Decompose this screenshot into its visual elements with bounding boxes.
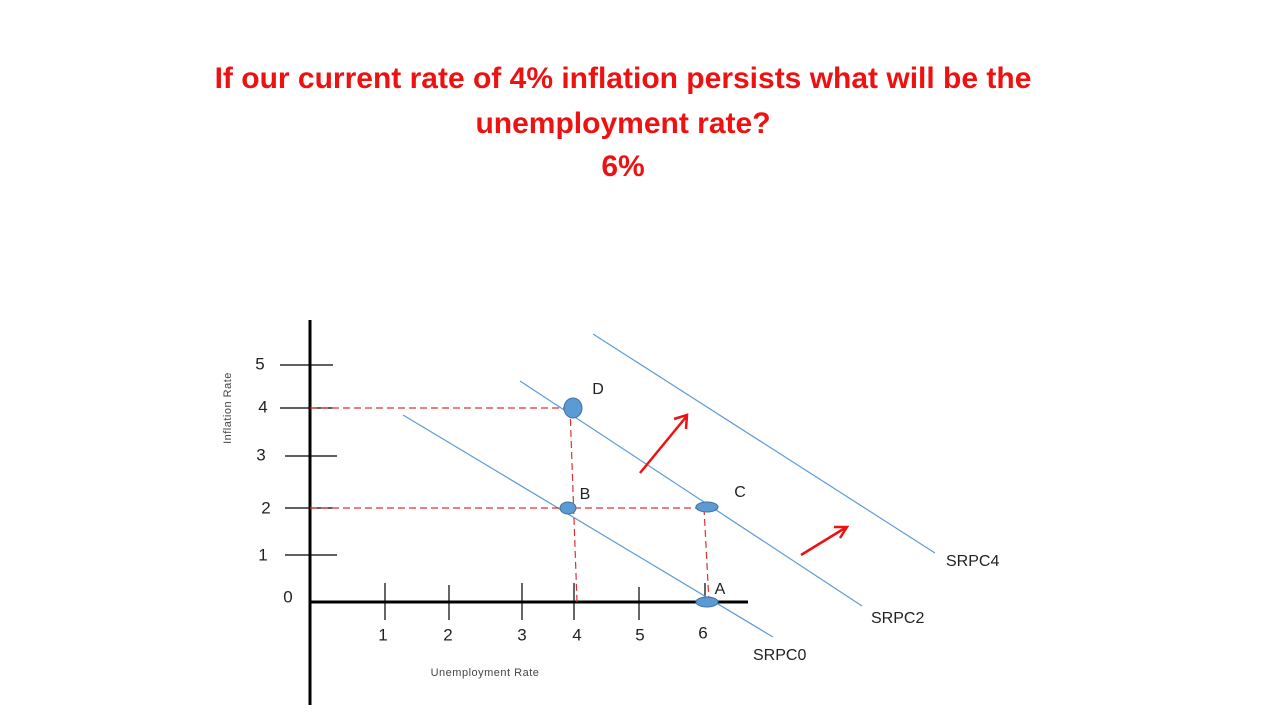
y-tick-label: 3 <box>256 445 265 464</box>
point-label: A <box>715 581 726 598</box>
curve-label: SRPC2 <box>871 610 924 627</box>
x-tick-label: 5 <box>635 625 644 644</box>
srpc-curve <box>592 333 936 554</box>
title-line: unemployment rate? <box>475 107 770 140</box>
x-axis-label: Unemployment Rate <box>431 667 540 679</box>
curve-label: SRPC4 <box>946 553 999 570</box>
x-tick-label: 1 <box>378 625 387 644</box>
point-label: B <box>580 486 591 503</box>
point <box>695 501 719 513</box>
shift-arrow <box>639 413 689 474</box>
y-tick-label: 2 <box>261 498 270 517</box>
point-label: C <box>734 484 746 501</box>
curve-label: SRPC0 <box>753 647 806 664</box>
x-tick-label: 6 <box>698 623 707 642</box>
guide-line <box>703 507 710 603</box>
point <box>559 501 577 515</box>
x-tick-label: 2 <box>443 625 452 644</box>
y-tick-label: 5 <box>255 354 264 373</box>
x-tick-label: 4 <box>572 625 581 644</box>
point <box>695 596 719 608</box>
title-line: 6% <box>601 150 644 183</box>
y-tick-label: 4 <box>258 397 267 416</box>
point-label: D <box>592 381 604 398</box>
y-axis-label: Inflation Rate <box>222 372 234 444</box>
point <box>563 397 583 419</box>
y-tick-label: 1 <box>258 545 267 564</box>
x-tick-label: 3 <box>517 625 526 644</box>
title-line: If our current rate of 4% inflation pers… <box>215 62 1032 95</box>
shift-arrow <box>800 525 850 557</box>
y-tick-label: 0 <box>283 587 292 606</box>
srpc-curve <box>519 380 863 607</box>
